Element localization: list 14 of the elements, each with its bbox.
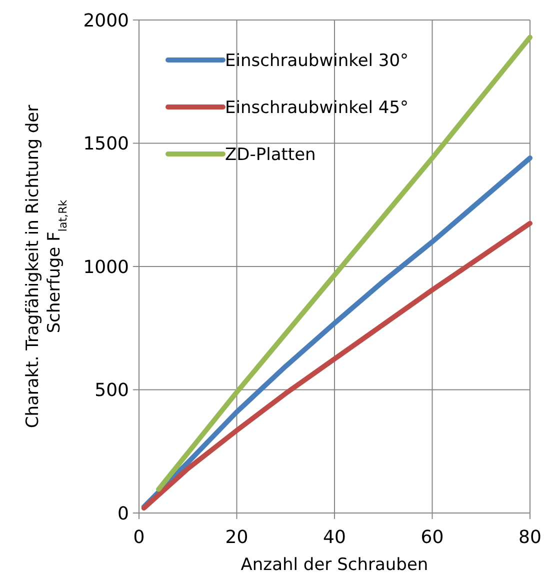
x-axis-title: Anzahl der Schrauben [240,555,428,575]
y-tick-label: 1500 [83,134,129,155]
legend-label: Einschraubwinkel 30° [225,50,409,71]
y-tick-label: 2000 [83,10,129,32]
y-tick-label: 500 [94,380,129,402]
y-tick-label: 1000 [83,256,129,278]
legend-label: ZD-Platten [225,144,316,165]
y-tick-label: 0 [118,503,129,524]
x-tick-label: 60 [420,527,444,548]
legend-label: Einschraubwinkel 45° [225,98,409,118]
x-tick-label: 20 [225,527,248,548]
x-tick-label: 40 [323,527,346,548]
x-tick-label: 0 [133,527,145,548]
x-tick-label: 80 [518,527,542,548]
